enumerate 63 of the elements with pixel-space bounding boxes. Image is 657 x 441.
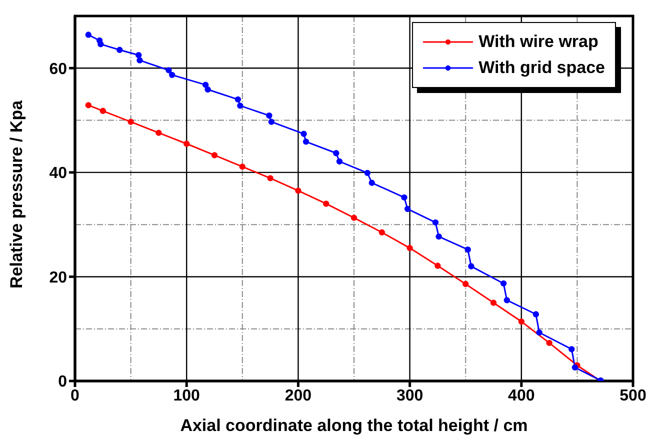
point — [518, 318, 524, 325]
point — [300, 130, 307, 137]
point — [368, 180, 375, 186]
point — [406, 244, 413, 252]
point — [546, 340, 552, 346]
point — [136, 57, 143, 64]
point — [432, 219, 439, 226]
x-tick-label: 300 — [396, 387, 424, 404]
point — [336, 158, 343, 165]
point — [85, 102, 92, 108]
point — [462, 280, 469, 288]
point — [128, 118, 134, 125]
point — [333, 150, 340, 156]
point — [184, 140, 190, 147]
point — [504, 297, 510, 304]
point — [156, 130, 162, 136]
point — [350, 214, 358, 221]
point — [268, 118, 275, 125]
y-tick-label: 60 — [49, 60, 68, 78]
point — [211, 152, 218, 158]
point — [267, 175, 274, 182]
point — [434, 262, 441, 269]
point — [404, 206, 411, 212]
point — [234, 96, 242, 103]
y-axis-title: Relative pressure / Kpa — [7, 100, 26, 288]
point — [536, 329, 542, 336]
point — [568, 346, 575, 352]
point — [572, 364, 578, 371]
point — [168, 72, 176, 78]
point — [116, 46, 123, 53]
legend-label: With grid space — [478, 57, 605, 79]
point — [302, 138, 310, 145]
point — [490, 300, 497, 306]
point — [378, 229, 385, 236]
point — [98, 41, 104, 48]
y-tick-label: 0 — [58, 374, 68, 391]
point — [202, 82, 209, 88]
point — [239, 164, 246, 170]
point — [85, 32, 92, 38]
x-tick-label: 500 — [620, 387, 646, 404]
x-axis-title: Axial coordinate along the total height / cm — [180, 416, 528, 435]
point — [436, 233, 442, 240]
point — [204, 86, 211, 93]
point — [295, 188, 302, 194]
point — [464, 246, 471, 253]
point — [500, 280, 507, 287]
point — [166, 67, 172, 74]
point — [237, 102, 244, 109]
legend-label: With wire wrap — [478, 31, 598, 53]
x-tick-label: 0 — [70, 387, 80, 404]
point — [100, 108, 106, 114]
y-tick-label: 40 — [49, 165, 68, 182]
point — [401, 194, 408, 201]
x-tick-label: 400 — [508, 387, 535, 404]
point — [468, 263, 474, 270]
point — [136, 52, 142, 58]
point — [323, 200, 330, 207]
point — [364, 170, 370, 176]
y-tick-label: 20 — [49, 269, 68, 286]
x-tick-label: 100 — [173, 387, 200, 404]
x-tick-label: 200 — [284, 387, 312, 404]
point — [532, 311, 540, 318]
point — [266, 112, 272, 119]
